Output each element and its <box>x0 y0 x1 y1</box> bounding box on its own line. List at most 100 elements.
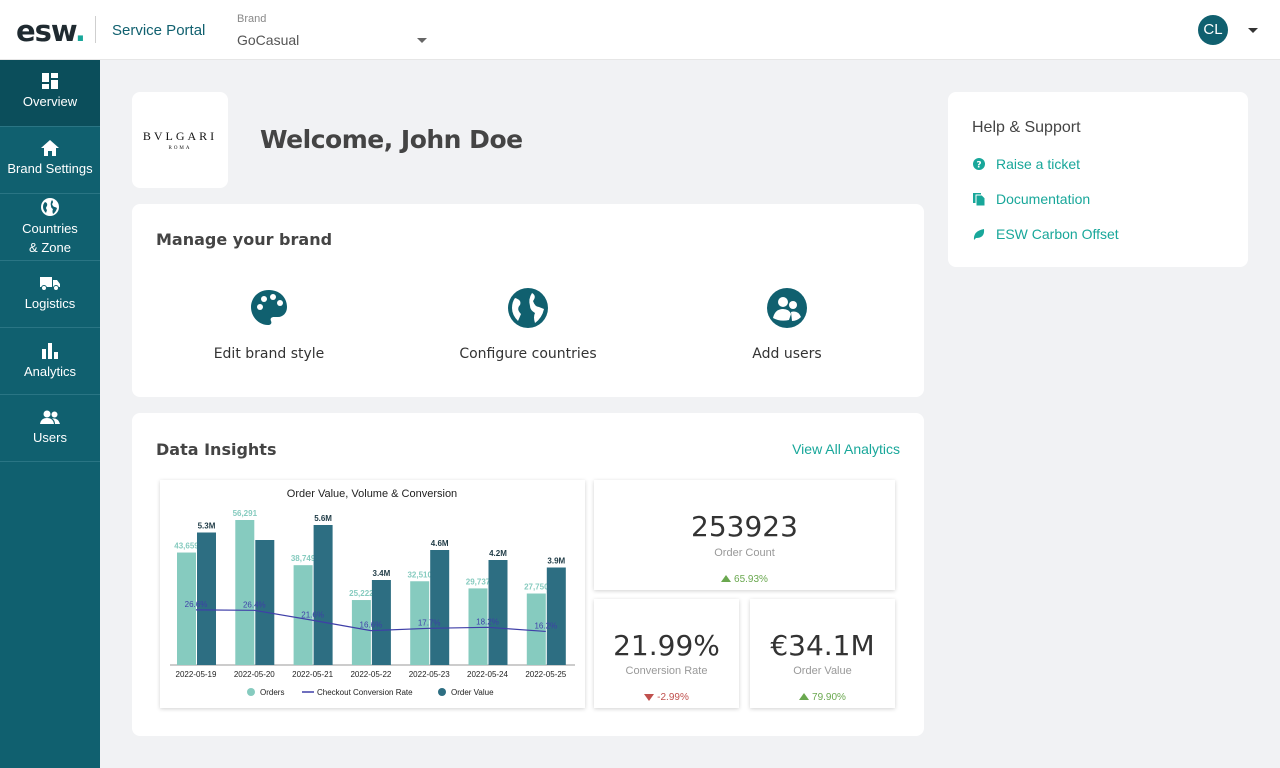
orders-data-label: 32,510 <box>407 570 432 579</box>
arrow-up-icon <box>799 693 810 700</box>
kpi-value: 253923 <box>691 510 798 543</box>
orders-bar <box>410 581 430 665</box>
order-value-data-label: 5.6M <box>314 514 332 523</box>
help-support-card: Help & Support ? Raise a ticket Document… <box>948 92 1248 267</box>
action-label: Configure countries <box>459 346 597 362</box>
orders-data-label: 27,750 <box>524 583 549 592</box>
arrow-up-icon <box>721 575 732 582</box>
configure-countries-button[interactable]: Configure countries <box>428 288 628 362</box>
x-tick-label: 2022-05-25 <box>525 670 566 679</box>
conversion-data-label: 21.6% <box>301 610 324 619</box>
brand-label: Brand <box>237 13 267 25</box>
user-menu-chevron-down-icon[interactable] <box>1248 28 1258 33</box>
conversion-data-label: 17.7% <box>418 618 441 627</box>
data-insights-title: Data Insights <box>156 440 277 459</box>
action-label: Add users <box>752 346 822 362</box>
globe-icon <box>41 198 59 216</box>
orders-bar <box>526 593 546 665</box>
manage-brand-title: Manage your brand <box>156 230 333 249</box>
kpi-label: Conversion Rate <box>625 665 708 677</box>
sidebar-item-users[interactable]: Users <box>0 395 100 462</box>
bar-chart-icon <box>42 343 58 359</box>
order-chart-panel: Order Value, Volume & Conversion 43,659 5.… <box>160 480 585 708</box>
legend-orders-label: Orders <box>260 688 284 697</box>
brand-logo-sub: ROMA <box>168 146 192 151</box>
sidebar-item-analytics[interactable]: Analytics <box>0 328 100 395</box>
edit-brand-style-button[interactable]: Edit brand style <box>169 288 369 362</box>
conversion-line <box>195 609 546 633</box>
add-users-icon <box>767 288 807 328</box>
order-value-bar <box>546 567 566 665</box>
document-icon <box>973 193 986 206</box>
action-label: Edit brand style <box>213 346 325 362</box>
orders-bar <box>468 588 488 665</box>
order-value-bar <box>430 550 450 665</box>
svg-text:?: ? <box>976 161 981 171</box>
conversion-data-label: 16.2% <box>534 621 557 630</box>
chevron-down-icon <box>417 38 427 43</box>
sidebar-item-label: Brand Settings <box>7 161 93 176</box>
order-value-data-label: 4.2M <box>489 549 507 558</box>
x-tick-label: 2022-05-21 <box>292 670 333 679</box>
orders-bar <box>351 600 371 665</box>
orders-bar <box>235 520 255 665</box>
kpi-order-count: 253923 Order Count 65.93% <box>594 480 895 590</box>
truck-icon <box>40 277 60 291</box>
sidebar-item-countries-zone[interactable]: Countries & Zone <box>0 194 100 261</box>
order-value-data-label: 4.6M <box>431 539 449 548</box>
legend-order-value-label: Order Value <box>451 688 494 697</box>
legend-order-value-marker <box>438 688 446 696</box>
manage-brand-card: Manage your brand Edit brand style Confi… <box>132 204 924 397</box>
help-support-title: Help & Support <box>972 119 1081 136</box>
brand-logo-card: BVLGARI ROMA <box>132 92 228 188</box>
kpi-delta: 65.93% <box>594 574 895 585</box>
kpi-delta: -2.99% <box>594 692 739 703</box>
question-icon: ? <box>973 158 985 171</box>
brand-logo: BVLGARI <box>142 129 218 143</box>
top-bar: esw. Service Portal Brand GoCasual CL <box>0 0 1280 60</box>
conversion-data-label: 26.6% <box>185 600 208 609</box>
sidebar-item-brand-settings[interactable]: Brand Settings <box>0 127 100 194</box>
brand-select[interactable]: GoCasual <box>237 32 431 52</box>
conversion-data-label: 16.6% <box>360 621 383 630</box>
x-tick-label: 2022-05-23 <box>409 670 450 679</box>
users-icon <box>40 410 60 424</box>
orders-data-label: 29,737 <box>466 577 491 586</box>
x-tick-label: 2022-05-22 <box>350 670 391 679</box>
orders-data-label: 43,659 <box>174 542 199 551</box>
orders-data-label: 25,222 <box>349 589 374 598</box>
legend-conversion-label: Checkout Conversion Rate <box>317 688 413 697</box>
add-users-button[interactable]: Add users <box>687 288 887 362</box>
orders-bar <box>293 565 313 665</box>
esw-logo[interactable]: esw. <box>16 14 86 48</box>
sidebar-item-label: Logistics <box>24 296 76 311</box>
order-value-data-label: 5.3M <box>198 522 216 531</box>
home-icon <box>41 140 59 156</box>
logo-divider <box>95 16 96 43</box>
kpi-conversion-rate: 21.99% Conversion Rate -2.99% <box>594 599 739 708</box>
sidebar-item-label: Countries & Zone <box>22 221 78 255</box>
order-value-bar <box>488 560 508 665</box>
kpi-order-value: €34.1M Order Value 79.90% <box>750 599 895 708</box>
view-all-analytics-link[interactable]: View All Analytics <box>792 441 900 457</box>
portal-title[interactable]: Service Portal <box>112 22 206 39</box>
order-value-data-label: 3.9M <box>547 557 565 566</box>
order-value-bar <box>313 525 333 665</box>
leaf-icon <box>973 229 985 240</box>
sidebar-item-label: Users <box>33 430 67 445</box>
brand-select-value: GoCasual <box>237 32 300 48</box>
order-chart: Order Value, Volume & Conversion 43,659 5.… <box>170 488 575 697</box>
globe-icon <box>508 288 548 328</box>
legend-orders-marker <box>247 688 255 696</box>
sidebar-item-logistics[interactable]: Logistics <box>0 261 100 328</box>
data-insights-card: Data Insights View All Analytics Order V… <box>132 413 924 736</box>
order-value-bar <box>371 580 391 665</box>
avatar[interactable]: CL <box>1198 15 1228 45</box>
arrow-down-icon <box>644 694 655 701</box>
sidebar-item-overview[interactable]: Overview <box>0 60 100 127</box>
sidebar-item-label: Overview <box>22 94 78 109</box>
sidebar: Overview Brand Settings Countries & Zone… <box>0 60 100 768</box>
page-title: Welcome, John Doe <box>260 125 523 154</box>
orders-data-label: 38,749 <box>291 554 316 563</box>
x-tick-label: 2022-05-19 <box>176 670 217 679</box>
